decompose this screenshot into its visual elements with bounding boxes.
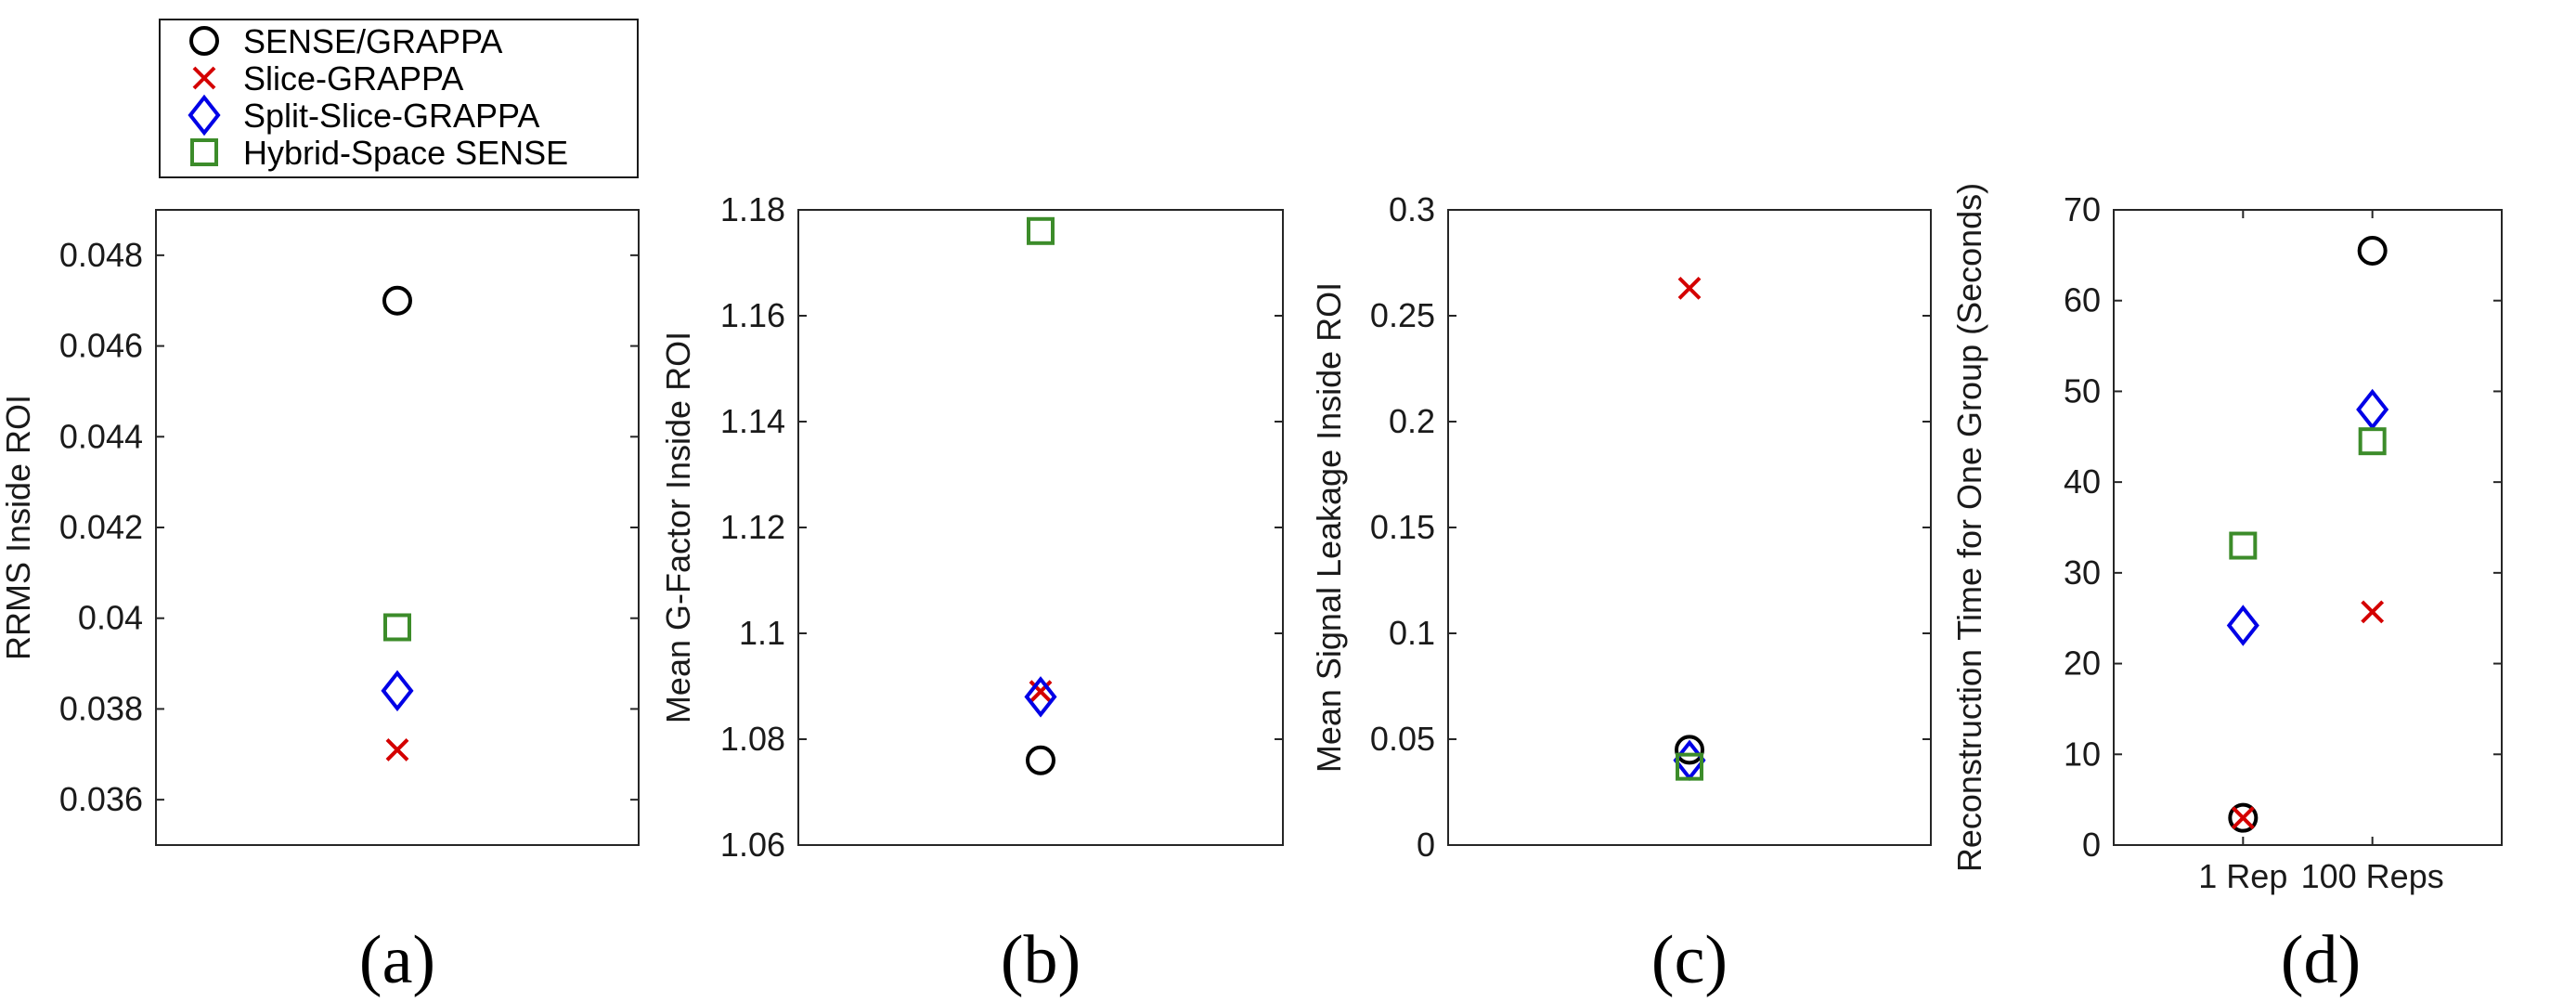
- plot-area-frame: [797, 209, 1284, 846]
- y-tick-label: 0.15: [1370, 508, 1435, 546]
- y-tick-label: 1.16: [720, 296, 785, 334]
- data-point-x: [1677, 276, 1702, 300]
- y-tick-label: 0.042: [59, 508, 143, 546]
- y-tick-label: 20: [2064, 644, 2101, 683]
- y-tick-label: 0.1: [1389, 614, 1435, 652]
- data-point-diamond: [2226, 605, 2259, 646]
- data-point-diamond: [1024, 676, 1057, 718]
- legend-x-marker: [192, 66, 216, 90]
- y-tick-label: 0.25: [1370, 296, 1435, 334]
- y-tick-label: 50: [2064, 371, 2101, 410]
- legend-diamond-marker: [188, 94, 221, 137]
- y-tick-label: 0.2: [1389, 402, 1435, 440]
- y-axis-label: RRMS Inside ROI: [0, 395, 37, 660]
- data-point-square: [2229, 531, 2258, 560]
- legend-label: SENSE/GRAPPA: [243, 22, 502, 60]
- y-tick-label: 0.038: [59, 689, 143, 727]
- plot-area-frame: [1447, 209, 1932, 846]
- panel-label: (b): [1001, 922, 1081, 998]
- y-tick-label: 10: [2064, 735, 2101, 773]
- data-point-x: [385, 737, 409, 761]
- legend-label: Slice-GRAPPA: [243, 59, 463, 98]
- y-tick-label: 1.06: [720, 826, 785, 864]
- y-tick-label: 1.12: [720, 508, 785, 546]
- plot-area-frame: [2113, 209, 2503, 846]
- data-point-square: [2358, 427, 2387, 456]
- legend-box: [159, 19, 639, 178]
- legend-label: Split-Slice-GRAPPA: [243, 97, 539, 135]
- y-tick-label: 0.05: [1370, 720, 1435, 758]
- data-point-circle: [382, 285, 412, 316]
- data-point-square: [1676, 752, 1703, 781]
- data-point-circle: [1026, 745, 1055, 775]
- data-point-square: [383, 613, 411, 642]
- panel-label: (c): [1651, 922, 1728, 998]
- y-tick-label: 60: [2064, 281, 2101, 319]
- y-tick-label: 0.048: [59, 236, 143, 274]
- panel-label: (d): [2281, 922, 2361, 998]
- x-tick-label: 100 Reps: [2301, 857, 2444, 895]
- legend-square-marker: [190, 138, 218, 166]
- y-axis-label: Mean Signal Leakage Inside ROI: [1310, 282, 1348, 773]
- y-tick-label: 1.14: [720, 402, 785, 440]
- panel-label: (a): [359, 922, 435, 998]
- panel-4: 0 10 20 30 40 50 60 70 1 Rep 100 Reps Reconstructi…: [1950, 183, 2503, 998]
- y-axis-label: Reconstruction Time for One Group (Secon…: [1950, 183, 1988, 872]
- legend-label: Hybrid-Space SENSE: [243, 134, 568, 172]
- data-point-circle: [2357, 235, 2388, 266]
- panel-3: 0 0.05 0.1 0.15 0.2 0.25 0.3 Mean Signal Leakag…: [1310, 190, 1932, 998]
- y-tick-label: 1.18: [720, 190, 785, 228]
- data-point-square: [1027, 216, 1055, 245]
- panels: 0.036 0.038 0.04 0.042 0.044 0.046 0.048 RRMS I…: [0, 183, 2503, 998]
- y-tick-label: 1.1: [739, 614, 785, 652]
- data-point-x: [2231, 806, 2255, 830]
- y-tick-label: 0.3: [1389, 190, 1435, 228]
- y-tick-label: 0: [2082, 826, 2101, 864]
- data-point-x: [1029, 680, 1053, 704]
- y-tick-label: 0.04: [78, 599, 143, 637]
- y-tick-label: 1.08: [720, 720, 785, 758]
- data-point-diamond: [381, 670, 414, 712]
- y-tick-label: 70: [2064, 190, 2101, 228]
- data-point-x: [2361, 600, 2385, 624]
- y-tick-label: 0.036: [59, 780, 143, 818]
- legend: SENSE/GRAPPASlice-GRAPPASplit-Slice-GRAP…: [159, 19, 639, 178]
- y-tick-label: 30: [2064, 553, 2101, 592]
- y-axis-label: Mean G-Factor Inside ROI: [659, 332, 697, 723]
- data-point-diamond: [2356, 388, 2389, 431]
- panel-1: 0.036 0.038 0.04 0.042 0.044 0.046 0.048 RRMS I…: [0, 209, 640, 998]
- y-tick-label: 40: [2064, 462, 2101, 501]
- y-tick-label: 0.046: [59, 327, 143, 365]
- y-tick-label: 0: [1417, 826, 1435, 864]
- y-tick-label: 0.044: [59, 417, 143, 455]
- data-point-circle: [1675, 735, 1704, 765]
- data-point-circle: [2228, 802, 2259, 833]
- x-tick-label: 1 Rep: [2198, 857, 2287, 895]
- panel-2: 1.06 1.08 1.1 1.12 1.14 1.16 1.18 Mean G-Factor…: [659, 190, 1284, 998]
- legend-circle-marker: [189, 26, 219, 56]
